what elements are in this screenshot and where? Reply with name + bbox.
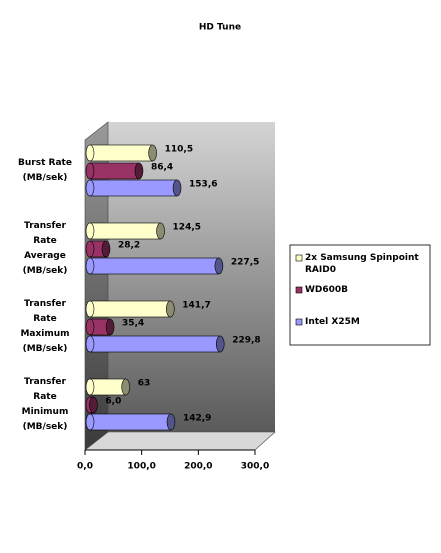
value-label: 63	[138, 379, 151, 389]
bar-cap	[214, 257, 224, 275]
bar	[89, 378, 127, 396]
bar	[89, 257, 220, 275]
bar-start	[85, 240, 95, 258]
bar-cap	[101, 240, 111, 258]
y-tick-label: Transfer Rate Average (MB/sek)	[22, 221, 68, 276]
value-label: 110,5	[165, 145, 193, 155]
y-tick-label: Burst Rate (MB/sek)	[18, 158, 72, 183]
bar-cap	[134, 162, 144, 180]
bar-cap	[172, 179, 182, 197]
bar-start	[85, 378, 95, 396]
value-label: 124,5	[173, 223, 201, 233]
legend-label: Intel X25M	[305, 317, 360, 327]
chart-title: HD Tune	[199, 23, 241, 33]
legend-label: WD600B	[305, 285, 349, 295]
value-label: 28,2	[118, 241, 140, 251]
value-label: 153,6	[189, 180, 217, 190]
bar	[89, 222, 161, 240]
x-tick-label: 100,0	[127, 462, 155, 472]
floor	[84, 431, 276, 451]
value-label: 6,0	[105, 397, 121, 407]
value-label: 227,5	[231, 258, 259, 268]
legend-box	[289, 244, 431, 346]
legend-swatch	[295, 286, 303, 294]
bar-cap	[156, 222, 165, 240]
value-label: 141,7	[182, 301, 210, 311]
bar-start	[85, 335, 95, 353]
bar	[89, 300, 171, 318]
legend-label: 2x Samsung Spinpoint RAID0	[305, 253, 419, 275]
bar-start	[85, 179, 95, 197]
bar	[89, 162, 140, 180]
bar	[89, 144, 153, 162]
value-label: 142,9	[183, 414, 211, 424]
y-tick-label: Transfer Rate Maximum (MB/sek)	[20, 299, 70, 354]
legend-swatch	[295, 254, 303, 262]
bar-cap	[121, 378, 130, 396]
value-label: 35,4	[122, 319, 144, 329]
bar-cap	[89, 396, 98, 414]
x-tick-label: 0,0	[77, 462, 93, 472]
bar	[89, 413, 172, 431]
bar	[89, 179, 178, 197]
bar-cap	[105, 318, 115, 336]
bar-start	[85, 257, 95, 275]
value-label: 86,4	[151, 163, 173, 173]
y-tick-label: Transfer Rate Minimum (MB/sek)	[21, 377, 69, 432]
x-tick-label: 300,0	[241, 462, 269, 472]
x-tick-label: 200,0	[184, 462, 212, 472]
bar-cap	[166, 413, 176, 431]
bar-cap	[165, 300, 175, 318]
bar-start	[85, 413, 95, 431]
bar	[89, 335, 221, 353]
bar-start	[85, 162, 95, 180]
bar-start	[85, 222, 95, 240]
bar-cap	[148, 144, 157, 162]
value-label: 229,8	[232, 336, 260, 346]
bar-start	[85, 144, 95, 162]
bar-cap	[215, 335, 225, 353]
legend-swatch	[295, 318, 303, 326]
bar-start	[85, 318, 95, 336]
bar-start	[85, 300, 95, 318]
